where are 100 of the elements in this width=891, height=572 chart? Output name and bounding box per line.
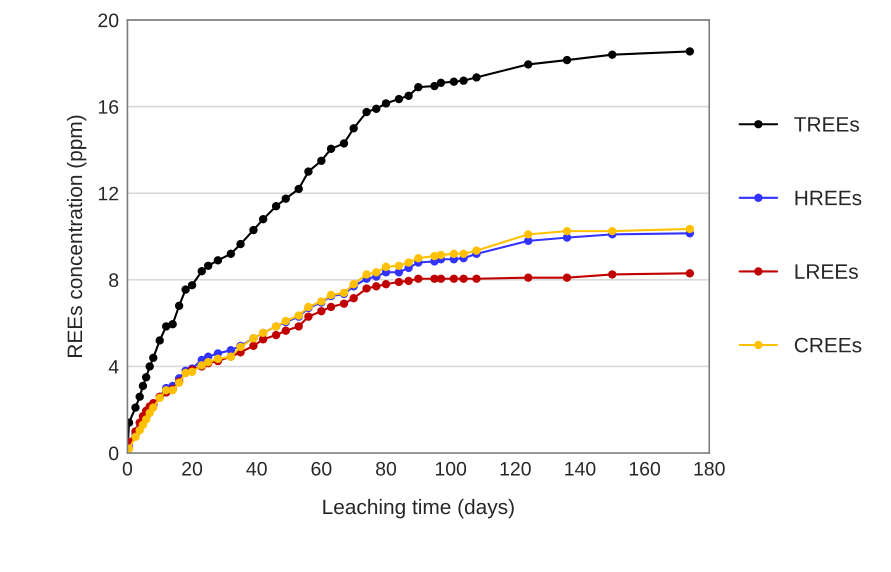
point	[188, 368, 196, 376]
point	[214, 256, 222, 265]
point	[156, 336, 164, 345]
point	[382, 280, 390, 288]
point	[450, 250, 458, 258]
point	[282, 194, 290, 203]
point	[436, 78, 446, 87]
point	[236, 240, 245, 248]
point	[562, 56, 572, 64]
point	[404, 258, 413, 267]
point	[562, 273, 572, 282]
point	[362, 270, 371, 279]
point	[350, 280, 358, 288]
point	[294, 184, 303, 194]
point	[459, 274, 468, 283]
point	[317, 156, 326, 165]
point	[294, 322, 303, 331]
x-tick-label: 140	[565, 462, 596, 476]
point	[472, 274, 481, 283]
point	[608, 226, 616, 236]
point	[430, 82, 439, 90]
point	[249, 226, 258, 234]
point	[362, 108, 371, 116]
point	[249, 342, 258, 350]
point	[414, 254, 422, 262]
point	[372, 268, 380, 276]
point	[188, 281, 196, 290]
point	[414, 274, 422, 283]
point	[524, 60, 532, 69]
y-tick-label: 8	[109, 273, 118, 288]
point	[146, 362, 154, 371]
point	[259, 215, 268, 224]
point	[414, 82, 422, 92]
point	[372, 282, 380, 290]
x-tick-label: 0	[122, 462, 132, 476]
point	[562, 226, 572, 236]
point	[436, 274, 446, 283]
point	[404, 92, 413, 100]
point	[272, 330, 280, 340]
x-axis-title: Leaching time (days)	[323, 498, 514, 518]
point	[394, 94, 404, 104]
x-tick-label: 20	[182, 462, 202, 476]
point	[394, 262, 404, 270]
point	[686, 269, 694, 278]
point	[350, 124, 358, 132]
point	[138, 382, 148, 390]
x-tick-label: 120	[500, 462, 531, 476]
point	[350, 294, 358, 302]
point	[149, 354, 158, 362]
y-tick-label: 0	[109, 446, 118, 460]
point	[459, 76, 468, 85]
point	[131, 432, 140, 441]
point	[181, 285, 190, 294]
point	[142, 373, 150, 382]
point	[226, 250, 236, 258]
point	[204, 262, 212, 270]
point	[382, 262, 390, 271]
point	[394, 278, 404, 286]
point	[608, 50, 616, 59]
point	[382, 99, 390, 108]
y-tick-label: 16	[98, 100, 118, 114]
point	[459, 250, 468, 258]
x-tick-label: 180	[694, 462, 725, 476]
point	[272, 202, 280, 210]
point	[340, 139, 348, 148]
point	[608, 270, 616, 279]
point	[317, 307, 326, 316]
legend-label: LREEs	[796, 264, 858, 279]
y-axis-title: REEs concentration (ppm)	[66, 116, 86, 357]
point	[304, 167, 313, 176]
point	[450, 78, 458, 86]
point	[436, 250, 446, 260]
legend-label: TREEs	[794, 117, 860, 132]
point	[362, 284, 371, 293]
x-tick-label: 80	[376, 462, 396, 476]
point	[168, 320, 177, 328]
point	[304, 312, 313, 321]
x-tick-label: 160	[630, 462, 660, 476]
point	[450, 274, 458, 283]
point	[372, 104, 380, 113]
y-tick-label: 4	[108, 360, 119, 374]
point	[131, 403, 140, 412]
point	[524, 273, 532, 282]
point	[174, 302, 184, 310]
x-tick-label: 60	[312, 462, 332, 476]
legend-label: HREEs	[796, 190, 862, 206]
legend-label: CREEs	[794, 338, 862, 352]
x-tick-label: 40	[246, 462, 267, 476]
point	[524, 230, 532, 239]
point	[686, 224, 694, 234]
point	[136, 392, 144, 401]
point	[326, 302, 336, 312]
point	[472, 73, 481, 82]
y-tick-label: 20	[98, 13, 118, 28]
point	[198, 266, 206, 276]
point	[472, 246, 481, 255]
point	[282, 326, 290, 335]
x-tick-label: 100	[436, 462, 466, 476]
point	[326, 144, 336, 154]
point	[142, 415, 150, 424]
